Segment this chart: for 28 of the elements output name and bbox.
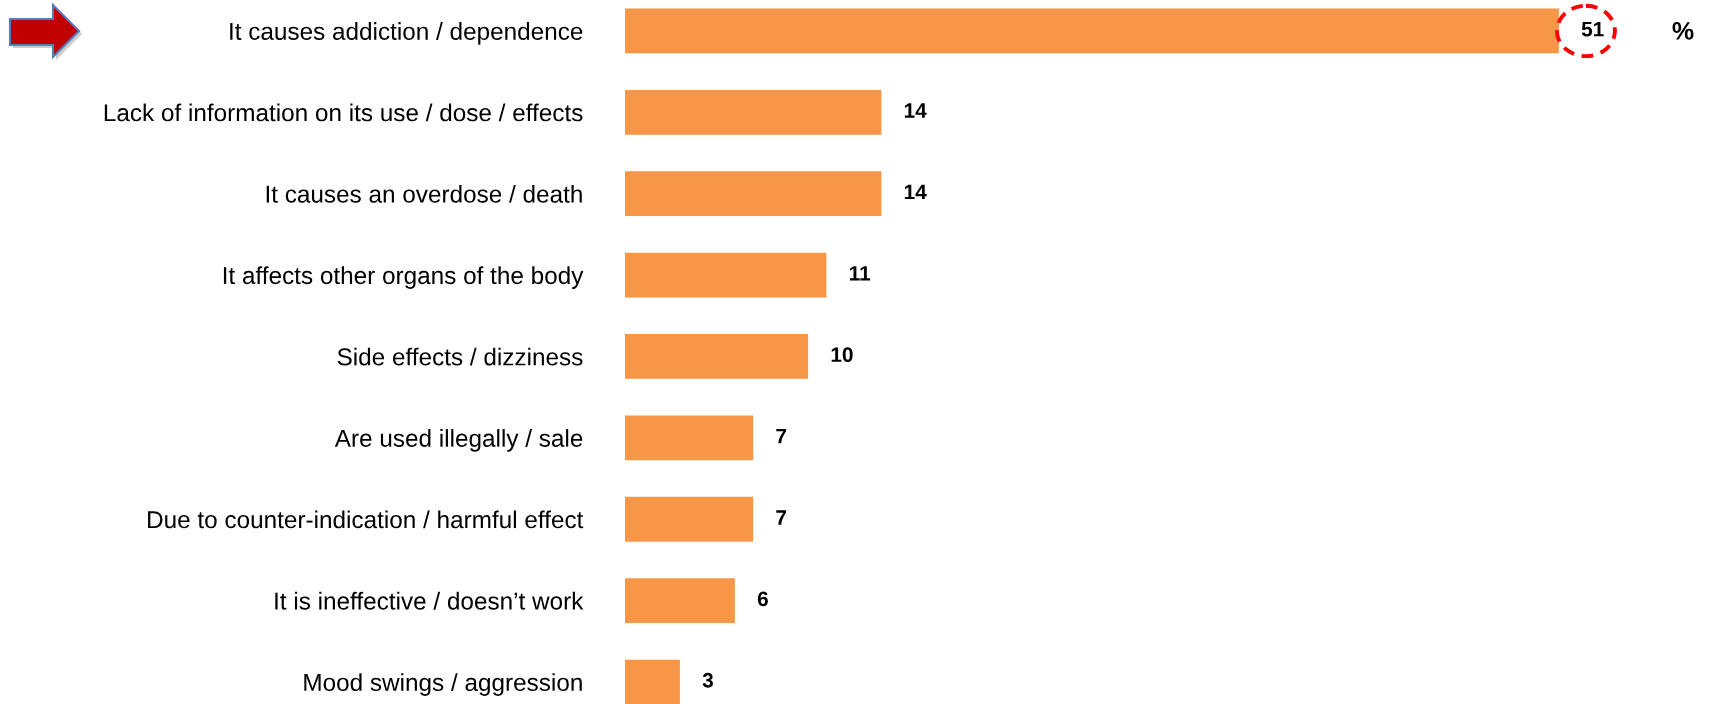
data-label: 51 (1581, 21, 1604, 37)
bar (625, 171, 882, 217)
data-label: 6 (757, 591, 768, 607)
bar (625, 578, 735, 624)
data-label: 7 (776, 510, 787, 525)
y-tick-label: Side effects / dizziness (337, 347, 583, 366)
bar (625, 415, 754, 461)
y-tick-label: Mood swings / aggression (304, 673, 582, 696)
data-label: 14 (904, 184, 927, 200)
data-label: 7 (776, 428, 787, 444)
data-label: 10 (831, 347, 853, 363)
bar (625, 334, 809, 379)
data-label: 3 (702, 672, 713, 688)
y-tick-label: It causes an overdose / death (266, 184, 582, 203)
bar (625, 496, 754, 542)
bar (625, 252, 827, 298)
data-label: 11 (849, 266, 871, 281)
y-tick-label: Due to counter-indication / harmful effect (148, 510, 584, 529)
y-tick-label: It causes addiction / dependence (230, 22, 583, 45)
text: % (1672, 22, 1694, 40)
bar (625, 8, 1559, 54)
y-tick-label: It is ineffective / doesn’t work (275, 591, 584, 610)
bar (625, 89, 882, 135)
y-tick-label: It affects other organs of the body (223, 266, 584, 289)
bar (625, 659, 680, 704)
y-tick-label: Are used illegally / sale (334, 429, 583, 452)
y-tick-label: Lack of information on its use / dose / effects (104, 103, 583, 122)
data-label: 14 (904, 103, 927, 118)
